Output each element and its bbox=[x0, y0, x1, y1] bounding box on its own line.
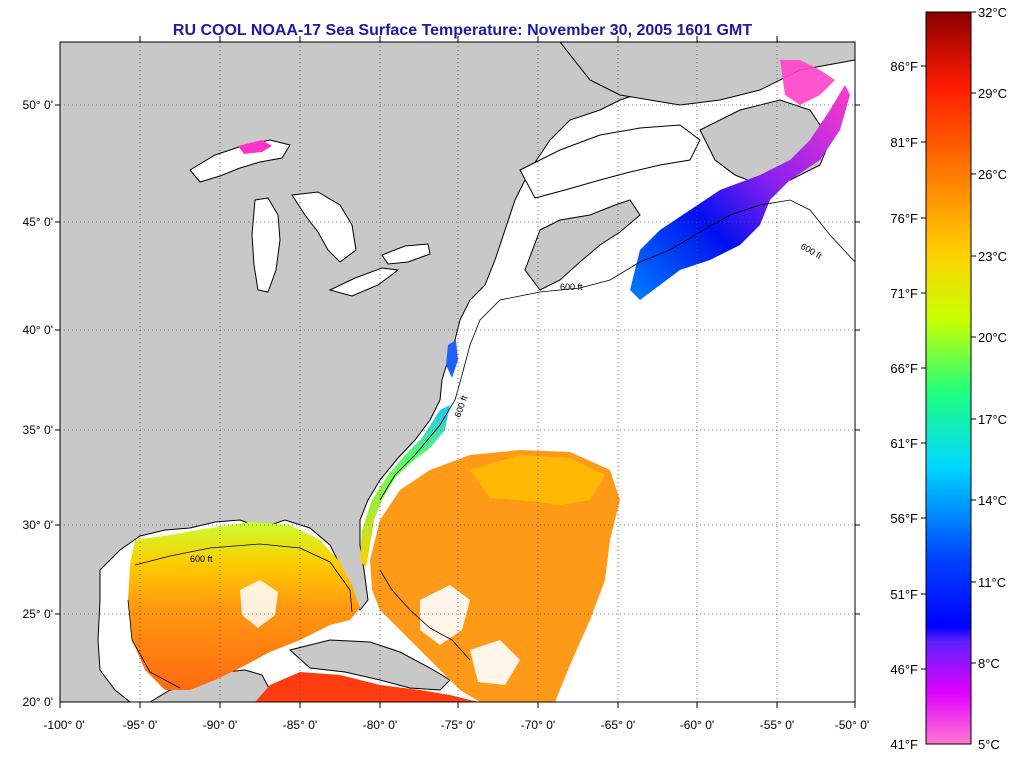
fahrenheit-label: 56°F bbox=[890, 511, 918, 526]
sst-great-lake-pink bbox=[238, 140, 272, 154]
sst-northeast-cold bbox=[630, 85, 850, 300]
st-lawrence-gulf bbox=[519, 124, 701, 199]
celsius-label: 5°C bbox=[978, 737, 1000, 752]
lon-label: -65° 0' bbox=[601, 718, 635, 732]
celsius-label: 8°C bbox=[978, 656, 1000, 671]
lat-label: 30° 0' bbox=[23, 518, 53, 532]
lon-label: -100° 0' bbox=[43, 718, 84, 732]
labrador-land bbox=[559, 42, 855, 106]
celsius-label: 29°C bbox=[978, 86, 1007, 101]
lon-label: -70° 0' bbox=[521, 718, 555, 732]
lon-label: -55° 0' bbox=[760, 718, 794, 732]
lat-label: 45° 0' bbox=[23, 215, 53, 229]
atlantic-cloud-gap bbox=[420, 585, 470, 645]
sst-newfoundland-pink bbox=[780, 60, 835, 105]
bathy-label-gom: 600 ft bbox=[560, 282, 583, 292]
lon-label: -50° 0' bbox=[835, 718, 869, 732]
lake-superior bbox=[189, 139, 291, 183]
map-area: 600 ft 600 ft 600 ft 600 ft bbox=[60, 42, 855, 702]
maritimes-land bbox=[524, 199, 641, 291]
sst-atlantic-yellow-band bbox=[470, 455, 605, 505]
colorbar-scale bbox=[925, 11, 972, 745]
lat-label: 20° 0' bbox=[23, 695, 53, 709]
graticule bbox=[60, 42, 855, 702]
north-america-land bbox=[60, 42, 781, 702]
fahrenheit-label: 66°F bbox=[890, 361, 918, 376]
lake-michigan bbox=[251, 197, 281, 293]
celsius-label: 11°C bbox=[978, 575, 1006, 590]
fahrenheit-label: 71°F bbox=[890, 286, 918, 301]
lat-label: 35° 0' bbox=[23, 423, 53, 437]
fahrenheit-label: 86°F bbox=[890, 59, 918, 74]
sst-us-east-coast bbox=[360, 405, 450, 568]
bathymetry-contours bbox=[127, 199, 855, 689]
axis-ticks bbox=[55, 36, 860, 708]
fahrenheit-label: 46°F bbox=[890, 662, 918, 677]
lat-label: 25° 0' bbox=[23, 607, 53, 621]
latitude-labels: 50° 0' 45° 0' 40° 0' 35° 0' 30° 0' 25° 0… bbox=[23, 98, 53, 709]
bathy-label-gulf: 600 ft bbox=[190, 554, 213, 564]
lake-huron bbox=[291, 191, 357, 263]
lon-label: -85° 0' bbox=[283, 718, 317, 732]
fahrenheit-label: 76°F bbox=[890, 211, 918, 226]
celsius-label: 32°C bbox=[978, 5, 1007, 20]
celsius-label: 14°C bbox=[978, 493, 1007, 508]
sst-chesapeake bbox=[446, 340, 458, 378]
gulf-cloud-gap bbox=[240, 580, 278, 628]
sst-caribbean bbox=[255, 672, 480, 702]
celsius-label: 23°C bbox=[978, 249, 1007, 264]
lat-label: 50° 0' bbox=[23, 98, 53, 112]
lon-label: -60° 0' bbox=[680, 718, 714, 732]
fahrenheit-label: 41°F bbox=[890, 737, 918, 752]
lake-ontario bbox=[381, 243, 431, 265]
temperature-colorbar: 86°F 81°F 76°F 71°F 66°F 61°F 56°F 51°F … bbox=[890, 5, 1007, 752]
celsius-label: 20°C bbox=[978, 330, 1007, 345]
longitude-labels: -100° 0' -95° 0' -90° 0' -85° 0' -80° 0'… bbox=[43, 718, 869, 732]
atlantic-cloud-gap-2 bbox=[470, 640, 520, 685]
fahrenheit-label: 61°F bbox=[890, 436, 918, 451]
lon-label: -95° 0' bbox=[123, 718, 157, 732]
lon-label: -80° 0' bbox=[363, 718, 397, 732]
cuba-land bbox=[288, 639, 451, 691]
lat-label: 40° 0' bbox=[23, 323, 53, 337]
map-title: RU COOL NOAA-17 Sea Surface Temperature:… bbox=[172, 22, 753, 39]
celsius-label: 17°C bbox=[978, 412, 1007, 427]
fahrenheit-label: 51°F bbox=[890, 587, 918, 602]
celsius-label: 26°C bbox=[978, 167, 1007, 182]
lon-label: -90° 0' bbox=[203, 718, 237, 732]
fahrenheit-label: 81°F bbox=[890, 135, 918, 150]
lake-erie bbox=[328, 267, 400, 297]
lon-label: -75° 0' bbox=[441, 718, 475, 732]
